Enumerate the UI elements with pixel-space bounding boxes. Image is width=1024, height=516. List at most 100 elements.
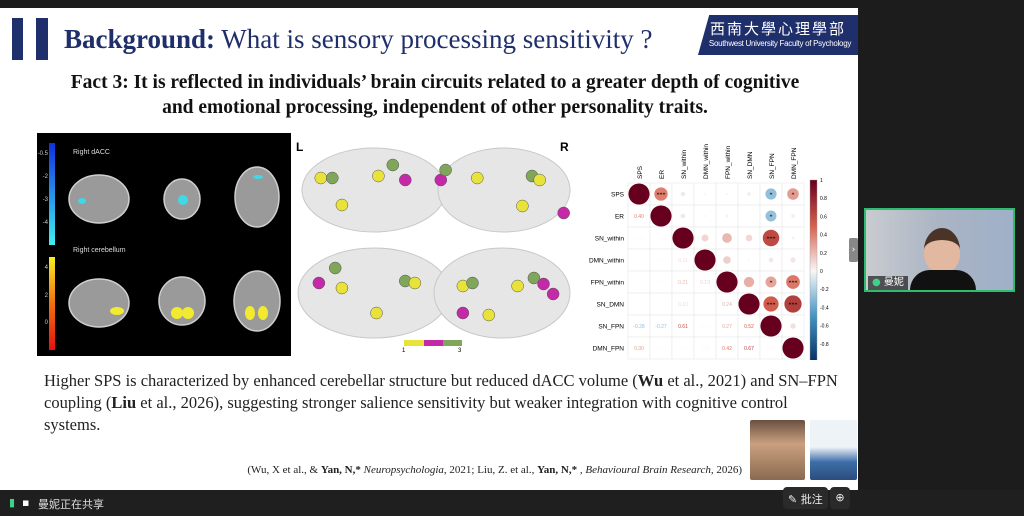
- pen-icon: ✎: [788, 493, 798, 506]
- right-hemisphere-label: R: [560, 140, 569, 154]
- colorbar-tick: 0.6: [820, 214, 827, 220]
- correlation-circle: [745, 234, 753, 242]
- correlation-value: 0.00: [656, 302, 666, 308]
- brain-node: [471, 171, 484, 185]
- significance-stars: ***: [767, 303, 776, 309]
- brain-node: [386, 158, 400, 172]
- correlation-circle: [725, 192, 729, 196]
- correlation-value: 0.00: [700, 302, 710, 308]
- row-label: DMN_within: [589, 258, 624, 265]
- zoom-in-icon: ⊕: [835, 491, 845, 504]
- correlation-circle: [743, 276, 755, 288]
- column-label: SN_FPN: [769, 153, 776, 179]
- significance-stars: *: [770, 193, 773, 199]
- correlation-circle: [763, 296, 779, 312]
- correlation-value: 0.00: [634, 258, 644, 264]
- correlation-value: 0.05: [700, 324, 710, 330]
- microphone-icon: ●: [872, 277, 881, 288]
- brain-node: [328, 261, 342, 275]
- significance-stars: ***: [657, 193, 666, 199]
- correlation-value: 0.24: [722, 302, 732, 308]
- bottom-toolbar: ▮ ▪ 曼妮正在共享 ✎ 批注 ⊕: [0, 487, 1024, 516]
- mri-slices: [68, 166, 281, 332]
- correlation-circle: [760, 315, 782, 337]
- correlation-circle: [786, 275, 800, 289]
- correlation-value: 0.11: [678, 258, 688, 264]
- zoom-in-button[interactable]: ⊕: [830, 487, 850, 509]
- brain-node: [335, 281, 349, 295]
- column-label: SPS: [637, 165, 644, 179]
- colorbar-tick: 4: [44, 265, 48, 271]
- annotate-button[interactable]: ✎ 批注: [783, 487, 828, 509]
- colorbar-tick: 1: [820, 178, 823, 184]
- correlation-value: -0.05: [655, 236, 667, 242]
- correlation-circle: [704, 193, 706, 195]
- left-hemisphere-label: L: [296, 140, 304, 154]
- legend-max: 3: [458, 348, 462, 354]
- colorbar-tick: 0.2: [820, 251, 827, 257]
- brain-node: [399, 173, 412, 187]
- colorbar-warm: [49, 257, 55, 350]
- brain-node: [511, 279, 524, 293]
- brain-node: [370, 306, 383, 320]
- label-right-dacc: Right dACC: [73, 149, 110, 156]
- colorbar-tick: 0.4: [820, 233, 827, 239]
- colorbar-tick: -0.6: [820, 324, 829, 330]
- correlation-value: 0.10: [678, 302, 688, 308]
- correlation-value: 0.30: [634, 346, 644, 352]
- participant-body: [910, 270, 976, 290]
- row-label: SN_FPN: [598, 324, 624, 331]
- correlation-value: 0.67: [744, 346, 754, 352]
- correlation-value: -0.28: [633, 324, 645, 330]
- correlation-circle: [784, 295, 802, 313]
- sharing-status: 曼妮正在共享: [38, 498, 104, 511]
- author-photo: [750, 420, 805, 480]
- brain-node: [408, 276, 422, 290]
- significance-stars: *: [770, 215, 773, 221]
- brain-node: [326, 171, 339, 185]
- row-label: DMN_FPN: [593, 346, 625, 353]
- collapse-panel-toggle[interactable]: ›: [849, 238, 858, 262]
- correlation-circle: [782, 337, 804, 359]
- label-right-cerebellum: Right cerebellum: [73, 247, 126, 254]
- citation: (Wu, X et al., & Yan, N,* Neuropsycholog…: [247, 464, 742, 476]
- brain-node: [482, 308, 496, 322]
- brain-node: [533, 173, 546, 187]
- brain-node: [314, 171, 328, 185]
- correlation-circle: [765, 276, 777, 288]
- column-label: DMN_FPN: [791, 147, 798, 179]
- brain-renderings: [297, 147, 571, 346]
- colorbar: [809, 179, 818, 360]
- correlation-circle: [723, 256, 731, 264]
- brain-node: [557, 206, 570, 220]
- brain-network-figure: L R 1 3: [292, 138, 572, 360]
- correlation-value: 0.02: [656, 280, 666, 286]
- legend-swatch: [443, 340, 462, 346]
- correlation-circle: [672, 227, 694, 249]
- colorbar-tick: -2: [42, 174, 48, 180]
- correlation-circle: [791, 214, 795, 218]
- correlation-value: 0.06: [700, 346, 710, 352]
- significance-stars: *: [792, 193, 795, 199]
- correlation-circle: [704, 215, 706, 217]
- column-label: SN_within: [681, 149, 688, 179]
- correlation-circle: [694, 249, 716, 271]
- correlation-circle: [725, 214, 729, 218]
- column-label: DMN_within: [703, 144, 710, 179]
- column-label: ER: [659, 170, 666, 179]
- correlation-circle: [790, 323, 796, 329]
- correlation-value: 0.02: [678, 346, 688, 352]
- significance-stars: ***: [789, 281, 798, 287]
- correlation-circle: [787, 188, 799, 200]
- correlation-value: 0.27: [722, 324, 732, 330]
- colorbar-tick: -0.2: [820, 287, 829, 293]
- participant-video[interactable]: ● 曼妮: [864, 208, 1015, 292]
- colorbar-tick: -0.5: [37, 151, 48, 157]
- fact-heading: Fact 3: It is reflected in individuals’ …: [70, 72, 800, 118]
- correlation-circle: [722, 233, 732, 243]
- colorbar-tick: -3: [42, 197, 48, 203]
- colorbar-tick: 0: [820, 269, 823, 275]
- colorbar-tick: -4: [42, 220, 48, 226]
- correlation-value: 0.21: [678, 280, 688, 286]
- correlation-circle: [790, 257, 796, 263]
